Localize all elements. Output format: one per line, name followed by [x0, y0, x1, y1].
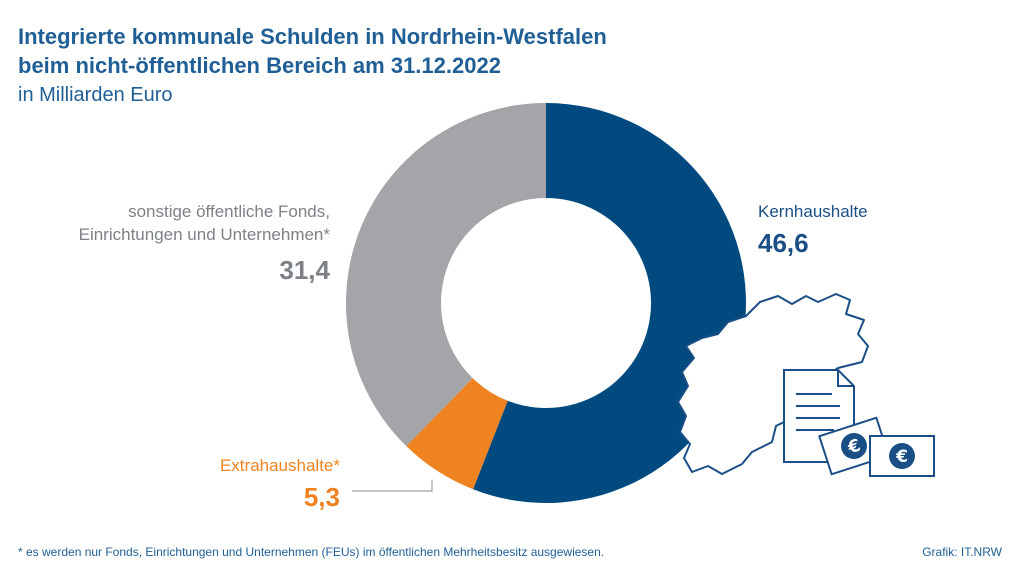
- label-sonstige-line-2: Einrichtungen und Unternehmen*: [78, 225, 330, 244]
- donut-slice-2: [345, 103, 546, 447]
- label-extrahaushalte-value: 5,3: [303, 482, 340, 512]
- euro-banknote-icon: € €: [818, 416, 935, 477]
- label-sonstige: sonstige öffentliche Fonds, Einrichtunge…: [79, 200, 330, 286]
- chart-title: Integrierte kommunale Schulden in Nordrh…: [18, 22, 607, 80]
- nrw-map-icon: [677, 293, 869, 475]
- extrahaushalte-leader-line: [352, 480, 433, 492]
- svg-text:€: €: [895, 447, 908, 467]
- label-kernhaushalte-name: Kernhaushalte: [758, 202, 868, 221]
- title-line-2: beim nicht-öffentlichen Bereich am 31.12…: [18, 53, 501, 78]
- svg-text:€: €: [845, 436, 863, 459]
- label-sonstige-value: 31,4: [279, 255, 330, 285]
- label-kernhaushalte: Kernhaushalte 46,6: [758, 202, 868, 259]
- illustration: € €: [677, 293, 935, 477]
- title-line-1: Integrierte kommunale Schulden in Nordrh…: [18, 24, 607, 49]
- label-sonstige-line-1: sonstige öffentliche Fonds,: [128, 202, 330, 221]
- label-kernhaushalte-value: 46,6: [758, 228, 809, 258]
- label-extrahaushalte-name: Extrahaushalte*: [219, 456, 340, 475]
- source-credit: Grafik: IT.NRW: [922, 545, 1002, 559]
- donut-slice-1: [406, 378, 508, 490]
- label-extrahaushalte: Extrahaushalte* 5,3: [220, 456, 340, 513]
- chart-subtitle: in Milliarden Euro: [18, 84, 173, 106]
- footnote: * es werden nur Fonds, Einrichtungen und…: [18, 545, 605, 559]
